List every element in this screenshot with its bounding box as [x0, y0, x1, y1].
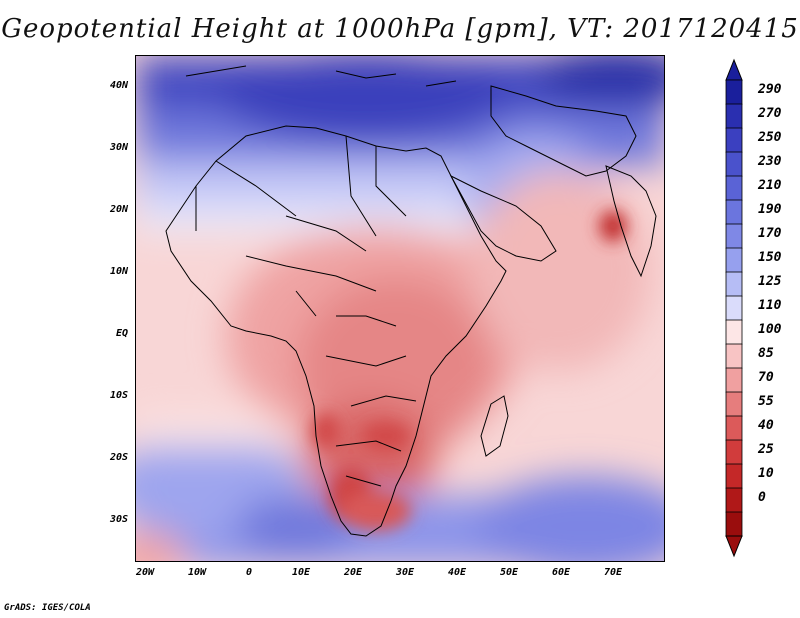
colorbar-level-label: 40 [758, 418, 774, 433]
colorbar-swatch [725, 199, 743, 225]
colorbar-swatch [725, 79, 743, 105]
height-extremes [312, 210, 627, 531]
colorbar-top-arrow [725, 58, 743, 81]
lat-label-20n: 20N [109, 204, 128, 215]
lat-label-10s: 10S [109, 390, 128, 401]
colorbar-swatch [725, 367, 743, 393]
colorbar-swatch [725, 463, 743, 489]
colorbar-bottom-arrow [725, 535, 743, 558]
lat-label-eq: EQ [115, 328, 128, 339]
lon-label-70e: 70E [603, 567, 623, 578]
colorbar-swatch [725, 391, 743, 417]
lat-label-30s: 30S [109, 514, 128, 525]
map-title: Geopotential Height at 1000hPa [gpm], VT… [1, 14, 799, 44]
lat-label-10n: 10N [109, 266, 128, 277]
colorbar-level-label: 170 [758, 226, 782, 241]
colorbar-svg [725, 58, 743, 558]
colorbar-level-label: 85 [758, 346, 774, 361]
map-area [135, 55, 665, 562]
colorbar-level-label: 210 [758, 178, 782, 193]
colorbar-level-label: 55 [758, 394, 774, 409]
colorbar-level-label: 250 [758, 130, 782, 145]
colorbar-swatch [725, 487, 743, 513]
colorbar-level-label: 0 [758, 490, 766, 505]
colorbar-level-label: 70 [758, 370, 774, 385]
colorbar-level-label: 100 [758, 322, 782, 337]
colorbar-level-label: 10 [758, 466, 774, 481]
map-svg [136, 56, 664, 561]
colorbar-level-label: 150 [758, 250, 782, 265]
lon-label-10w: 10W [187, 567, 207, 578]
colorbar-level-label: 125 [758, 274, 782, 289]
lat-label-20s: 20S [109, 452, 128, 463]
colorbar: 290 270 250 230 210 190 170 150 125 110 100 85 70 55 4… [720, 58, 800, 558]
colorbar-level-label: 230 [758, 154, 782, 169]
lon-label-20w: 20W [135, 567, 155, 578]
lat-label-40n: 40N [109, 80, 128, 91]
coastlines [165, 65, 657, 537]
colorbar-level-label: 270 [758, 106, 782, 121]
grads-credit: GrADS: IGES/COLA [4, 603, 91, 613]
colorbar-swatch [725, 511, 743, 537]
colorbar-swatch [725, 343, 743, 369]
colorbar-swatch [725, 127, 743, 153]
colorbar-level-label: 290 [758, 82, 782, 97]
colorbar-level-label: 110 [758, 298, 782, 313]
lon-label-0: 0 [245, 567, 253, 578]
colorbar-swatch [725, 103, 743, 129]
lat-label-30n: 30N [109, 142, 128, 153]
colorbar-swatch [725, 223, 743, 249]
lon-label-40e: 40E [447, 567, 467, 578]
colorbar-swatch [725, 415, 743, 441]
lon-label-60e: 60E [551, 567, 571, 578]
lon-label-10e: 10E [291, 567, 311, 578]
colorbar-swatch [725, 295, 743, 321]
colorbar-swatch [725, 271, 743, 297]
colorbar-swatch [725, 319, 743, 345]
colorbar-swatch [725, 439, 743, 465]
lon-label-20e: 20E [343, 567, 363, 578]
colorbar-swatch [725, 151, 743, 177]
colorbar-level-label: 25 [758, 442, 774, 457]
colorbar-level-label: 190 [758, 202, 782, 217]
colorbar-swatch [725, 247, 743, 273]
lon-label-30e: 30E [395, 567, 415, 578]
colorbar-swatch [725, 175, 743, 201]
lon-label-50e: 50E [499, 567, 519, 578]
